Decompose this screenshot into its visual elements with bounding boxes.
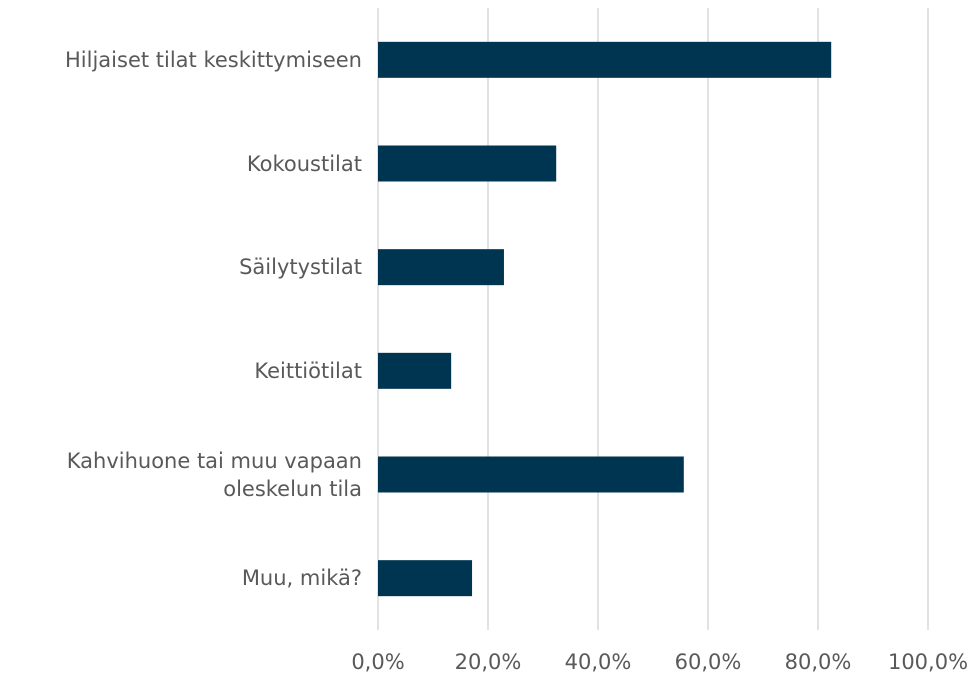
bar [378, 249, 504, 286]
y-tick-label: Kokoustilat [246, 151, 362, 176]
x-tick-label: 60,0% [674, 650, 742, 674]
x-tick-label: 40,0% [564, 650, 632, 674]
y-tick-label: Keittiötilat [254, 358, 362, 383]
x-tick-label: 80,0% [784, 650, 852, 674]
y-tick-label: Muu, mikä? [241, 566, 362, 591]
x-tick-label: 0,0% [351, 650, 405, 674]
bar [378, 145, 557, 182]
bar [378, 41, 832, 78]
x-tick-label: 20,0% [454, 650, 522, 674]
bar [378, 560, 473, 597]
y-tick-label: Säilytystilat [239, 255, 362, 280]
bar [378, 352, 452, 389]
y-tick-label: Kahvihuone tai muu vapaan oleskelun tila [66, 448, 362, 501]
x-tick-label: 100,0% [887, 650, 969, 674]
bar [378, 456, 684, 493]
y-tick-label: Hiljaiset tilat keskittymiseen [65, 47, 362, 72]
